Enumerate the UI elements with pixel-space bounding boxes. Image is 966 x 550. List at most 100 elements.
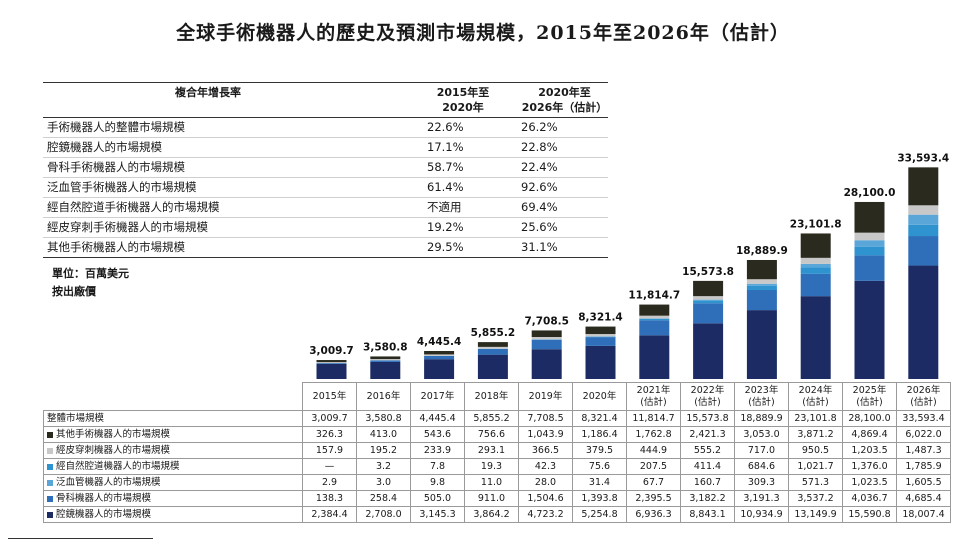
cagr-header-col2-line1: 2020年至: [538, 86, 591, 99]
legend-swatch: [47, 495, 53, 502]
table-cell: 160.7: [680, 474, 735, 491]
bar-total-label: 3,009.7: [309, 345, 354, 357]
table-cell: 10,934.9: [734, 506, 789, 523]
year-header-line: 2022年: [690, 384, 725, 396]
table-cell: 4,445.4: [410, 410, 465, 427]
bar-segment-laparoscopic: [800, 296, 831, 379]
cagr-row-label: 其他手術機器人的市場規模: [47, 240, 185, 254]
legend-swatch: [47, 431, 53, 438]
table-cell: 5,855.2: [464, 410, 519, 427]
table-cell: 366.5: [518, 442, 573, 459]
table-cell: 505.0: [410, 490, 465, 507]
bar-segment-other: [854, 201, 885, 233]
table-cell: 4,036.7: [842, 490, 897, 507]
table-row-label: 整體市場規模: [43, 410, 303, 427]
bar-total-label: 5,855.2: [471, 327, 516, 339]
year-header-line: 2015年: [312, 390, 347, 402]
table-cell: 293.1: [464, 442, 519, 459]
bar-segment-orthopedic: [639, 320, 670, 336]
table-cell: 3,191.3: [734, 490, 789, 507]
table-cell: 75.6: [572, 458, 627, 475]
table-cell: 5,254.8: [572, 506, 627, 523]
table-row: 腔鏡機器人的市場規模 2,384.4 2,708.0 3,145.3 3,864.2 4,…: [43, 506, 951, 523]
bar-segment-other: [424, 350, 455, 355]
table-cell: 309.3: [734, 474, 789, 491]
table-cell: 23,101.8: [788, 410, 843, 427]
legend-swatch: [47, 447, 53, 454]
table-cell: 2,384.4: [302, 506, 357, 523]
cagr-row-value-2015-2020: 17.1%: [427, 140, 464, 154]
table-cell: 950.5: [788, 442, 843, 459]
table-cell: 157.9: [302, 442, 357, 459]
bar-segment-laparoscopic: [477, 354, 508, 379]
cagr-row-value-2015-2020: 58.7%: [427, 160, 464, 174]
bar-total-label: 4,445.4: [417, 336, 462, 348]
cagr-row-value-2020-2026: 92.6%: [521, 180, 558, 194]
cagr-row-label: 手術機器人的整體市場規模: [47, 120, 185, 134]
year-header-line: 2024年: [798, 384, 833, 396]
table-cell: 1,487.3: [896, 442, 951, 459]
bar-segment-orthopedic: [531, 339, 562, 350]
cagr-row-value-2020-2026: 22.4%: [521, 160, 558, 174]
table-row-label: 經皮穿刺機器人的市場規模: [56, 445, 171, 456]
table-cell: 31.4: [572, 474, 627, 491]
table-cell: 67.7: [626, 474, 681, 491]
bar-segment-vascular: [746, 283, 777, 286]
year-header-line: (估計): [856, 396, 883, 408]
bar-segment-orthopedic: [854, 255, 885, 281]
table-cell: 1,605.5: [896, 474, 951, 491]
table-cell: 4,869.4: [842, 426, 897, 443]
bar-total-label: 33,593.4: [897, 152, 949, 164]
year-header-line: 2018年: [474, 390, 509, 402]
data-table-year-header: 2020年: [572, 382, 627, 411]
legend-swatch: [47, 463, 53, 470]
bar-segment-percutaneous: [746, 279, 777, 284]
table-cell: 444.9: [626, 442, 681, 459]
table-cell: 756.6: [464, 426, 519, 443]
data-table-corner: [43, 382, 303, 411]
table-row-label-cell: 經皮穿刺機器人的市場規模: [43, 442, 303, 459]
table-cell: 258.4: [356, 490, 411, 507]
cagr-row-value-2015-2020: 不適用: [427, 200, 462, 214]
data-table-year-header: 2017年: [410, 382, 465, 411]
table-cell: 3,182.2: [680, 490, 735, 507]
cagr-row-value-2015-2020: 19.2%: [427, 220, 464, 234]
cagr-row-label: 腔鏡機器人的市場規模: [47, 140, 162, 154]
year-header-line: 2023年: [744, 384, 779, 396]
bar-segment-percutaneous: [316, 362, 347, 364]
unit-note: 單位：百萬美元 按出廠價: [52, 265, 129, 301]
table-cell: 9.8: [410, 474, 465, 491]
bar-segment-laparoscopic: [531, 349, 562, 379]
bar-segment-laparoscopic: [693, 323, 724, 379]
table-cell: 1,043.9: [518, 426, 573, 443]
data-table-year-header: 2018年: [464, 382, 519, 411]
table-row: 骨科機器人的市場規模 138.3 258.4 505.0 911.0 1,504.6 1,3…: [43, 490, 951, 507]
cagr-row-value-2015-2020: 29.5%: [427, 240, 464, 254]
table-cell: 7,708.5: [518, 410, 573, 427]
table-cell: 207.5: [626, 458, 681, 475]
cagr-row-label: 經皮穿刺手術機器人的市場規模: [47, 220, 208, 234]
table-row-label: 骨科機器人的市場規模: [56, 493, 152, 504]
bar-segment-natural: [854, 246, 885, 256]
table-cell: 3.2: [356, 458, 411, 475]
table-cell: 28,100.0: [842, 410, 897, 427]
cagr-header-col1: 2015年至 2020年: [423, 83, 503, 118]
table-cell: 138.3: [302, 490, 357, 507]
cagr-row: 泛血管手術機器人的市場規模 61.4% 92.6%: [43, 178, 608, 198]
table-row-label-cell: 其他手術機器人的市場規模: [43, 426, 303, 443]
table-cell: 15,590.8: [842, 506, 897, 523]
table-cell: 3,537.2: [788, 490, 843, 507]
bar-segment-natural: [800, 267, 831, 274]
table-cell: 8,843.1: [680, 506, 735, 523]
bar-segment-orthopedic: [746, 290, 777, 311]
footnote-rule: [8, 538, 153, 539]
data-table-year-header: 2026年 (估計): [896, 382, 951, 411]
bar-segment-natural: [746, 285, 777, 291]
bar-segment-laparoscopic: [639, 335, 670, 379]
bar-segment-other: [316, 360, 347, 363]
table-cell: 42.3: [518, 458, 573, 475]
unit-line: 單位：百萬美元: [52, 267, 129, 280]
table-row-label-cell: 泛血管機器人的市場規模: [43, 474, 303, 491]
bar-segment-percutaneous: [531, 337, 562, 340]
cagr-row: 骨科手術機器人的市場規模 58.7% 22.4%: [43, 158, 608, 178]
